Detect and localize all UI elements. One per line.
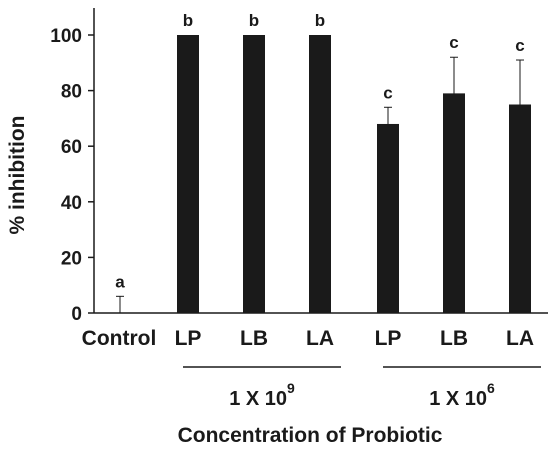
significance-label: b	[249, 11, 259, 30]
y-tick-label: 40	[61, 193, 82, 214]
bar	[243, 35, 265, 313]
category-label: LB	[440, 327, 468, 350]
bar	[443, 93, 465, 313]
group-label-exponent: 9	[287, 380, 295, 396]
group-label-base: 1 X 10	[429, 388, 487, 410]
bar	[377, 123, 399, 314]
group-label-exponent: 6	[487, 380, 495, 396]
axes: 0 20 40 60 80 100	[50, 8, 548, 325]
y-tick-label: 20	[61, 248, 82, 269]
bar	[177, 35, 199, 313]
group-label: 1 X 109	[229, 380, 295, 410]
x-axis-title: Concentration of Probiotic	[178, 424, 443, 447]
significance-label: c	[515, 36, 524, 55]
y-tick-label: 100	[50, 26, 82, 47]
significance-label: b	[183, 11, 193, 30]
category-label: LA	[506, 327, 534, 350]
category-label: Control	[82, 327, 157, 350]
bar	[509, 104, 531, 313]
category-label: LB	[240, 327, 268, 350]
bar	[309, 35, 331, 313]
group-label-base: 1 X 10	[229, 388, 287, 410]
group-label: 1 X 106	[429, 380, 495, 410]
significance-label: b	[315, 11, 325, 30]
significance-label: c	[449, 33, 458, 52]
y-tick-label: 0	[71, 304, 82, 325]
bars	[116, 35, 531, 314]
category-label: LA	[306, 327, 334, 350]
category-label: LP	[375, 327, 402, 350]
y-tick-label: 80	[61, 82, 82, 103]
category-label: LP	[175, 327, 202, 350]
y-axis-title: % inhibition	[6, 116, 29, 235]
significance-label: c	[383, 83, 392, 102]
y-tick-label: 60	[61, 137, 82, 158]
significance-label: a	[115, 272, 125, 291]
